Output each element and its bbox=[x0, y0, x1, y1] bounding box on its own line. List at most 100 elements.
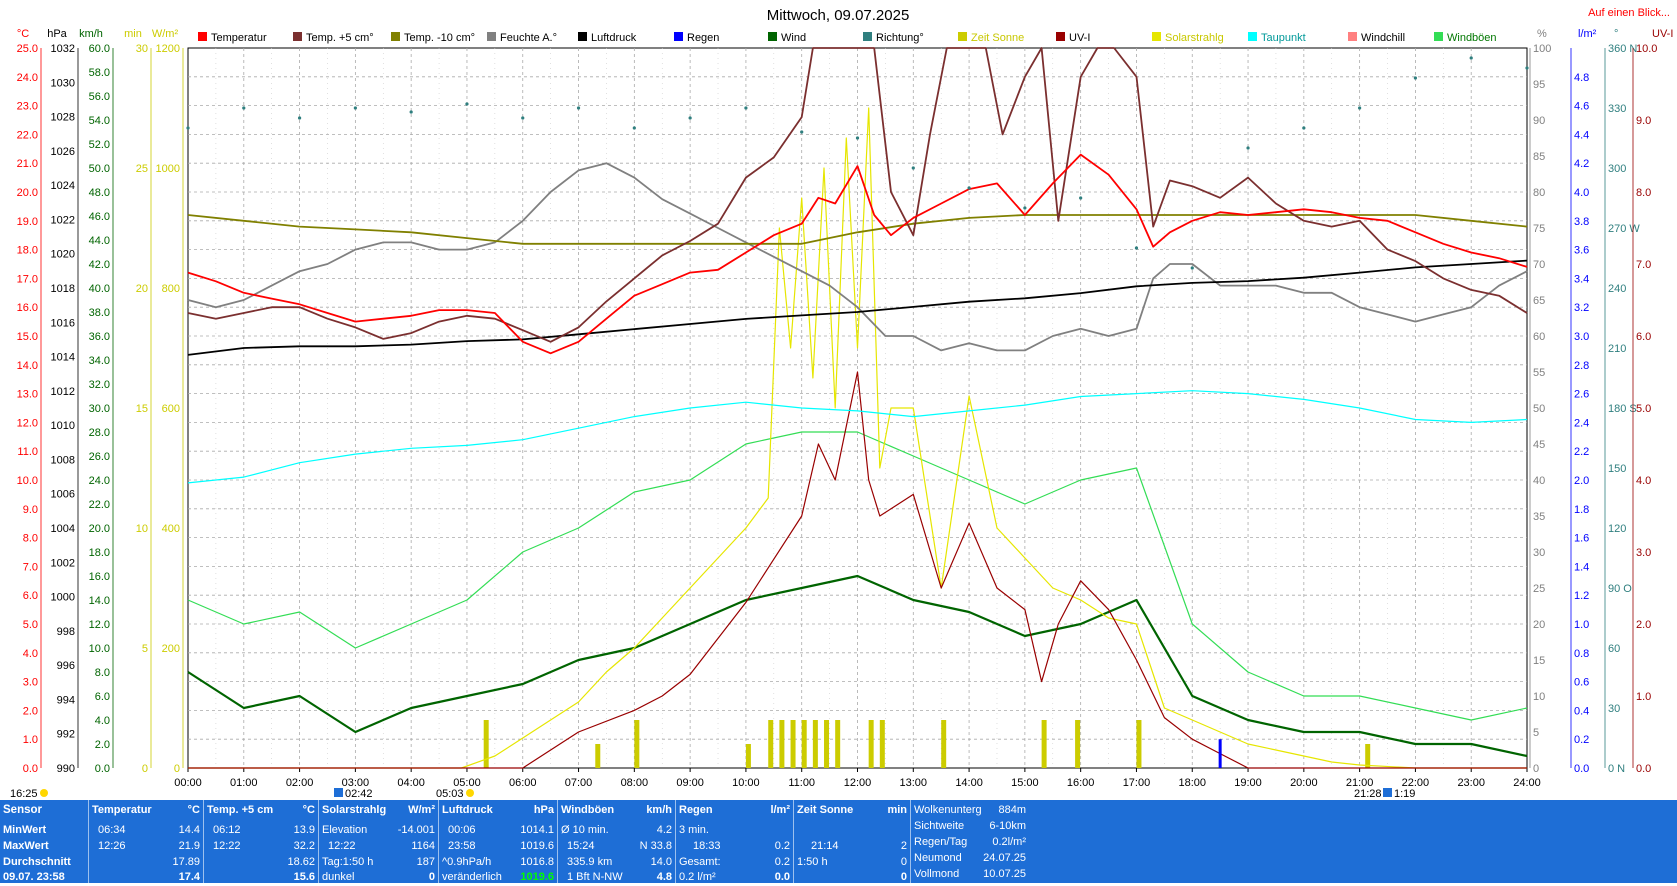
x-axis-tick-label: 09:00 bbox=[676, 777, 704, 789]
stats-pressure-r3-value: 1016.8 bbox=[520, 856, 554, 868]
left-axis-unit: hPa bbox=[47, 28, 67, 40]
left-axis-tick-label: 1020 bbox=[51, 249, 75, 261]
x-axis-tick-label: 02:00 bbox=[286, 777, 314, 789]
direction-point bbox=[911, 166, 915, 170]
left-axis-tick-label: 16.0 bbox=[17, 302, 38, 314]
x-axis-tick-label: 23:00 bbox=[1457, 777, 1485, 789]
right-axis-tick-label: 0.4 bbox=[1574, 705, 1589, 717]
x-axis-tick-label: 16:00 bbox=[1067, 777, 1095, 789]
legend-label: UV-I bbox=[1069, 32, 1090, 44]
left-axis-tick-label: 1.0 bbox=[23, 734, 38, 746]
left-axis-tick-label: 26.0 bbox=[89, 451, 110, 463]
right-axis-tick-label: 55 bbox=[1533, 367, 1545, 379]
legend-swatch bbox=[863, 32, 872, 41]
right-axis-tick-label: 90 O bbox=[1608, 583, 1632, 595]
left-axis-tick-label: 20 bbox=[136, 283, 148, 295]
right-axis-tick-label: 100 bbox=[1533, 43, 1551, 55]
x-axis-tick-label: 13:00 bbox=[900, 777, 928, 789]
x-axis-tick-label: 17:00 bbox=[1123, 777, 1151, 789]
left-axis-tick-label: 1018 bbox=[51, 283, 75, 295]
legend-label: Temperatur bbox=[211, 32, 267, 44]
direction-point bbox=[242, 106, 246, 110]
right-axis-tick-label: 2.4 bbox=[1574, 417, 1589, 429]
right-axis-tick-label: 120 bbox=[1608, 523, 1626, 535]
stats-solar-r2-value: 1164 bbox=[411, 840, 435, 852]
left-axis-tick-label: 19.0 bbox=[17, 216, 38, 228]
moonset-time: 16:25 bbox=[10, 788, 38, 800]
left-axis-tick-label: 40.0 bbox=[89, 283, 110, 295]
left-axis-tick-label: 50.0 bbox=[89, 163, 110, 175]
right-axis-unit: % bbox=[1537, 28, 1547, 40]
x-axis-tick-label: 03:00 bbox=[342, 777, 370, 789]
direction-point bbox=[521, 116, 525, 120]
legend-swatch bbox=[198, 32, 207, 41]
right-axis-tick-label: 8.0 bbox=[1636, 187, 1651, 199]
right-axis-tick-label: 3.0 bbox=[1574, 331, 1589, 343]
x-axis-tick-label: 14:00 bbox=[955, 777, 983, 789]
right-axis-tick-label: 4.8 bbox=[1574, 72, 1589, 84]
left-axis-tick-label: 1000 bbox=[51, 592, 75, 604]
left-axis-tick-label: 54.0 bbox=[89, 115, 110, 127]
sun-time-bar bbox=[634, 720, 640, 768]
stats-sensor-header: Sensor bbox=[3, 804, 42, 816]
left-axis-tick-label: 996 bbox=[57, 660, 75, 672]
left-axis-tick-label: 2.0 bbox=[23, 705, 38, 717]
legend-swatch bbox=[1434, 32, 1443, 41]
stats-sun-unit: min bbox=[887, 804, 907, 816]
stats-pressure-r4-label: veränderlich bbox=[442, 871, 502, 883]
stats-current-date: 09.07. 23:58 bbox=[3, 871, 65, 883]
right-axes: %100959085807570656055504540353025201510… bbox=[1529, 28, 1673, 775]
stats-sun-r2-label: 21:14 bbox=[811, 840, 839, 852]
direction-point bbox=[1246, 146, 1250, 150]
quick-link[interactable]: Auf einen Blick... bbox=[1588, 7, 1670, 19]
right-axis-tick-label: 95 bbox=[1533, 79, 1545, 91]
left-axis-tick-label: 998 bbox=[57, 626, 75, 638]
stats-rain-r3-value: 0.2 bbox=[774, 856, 790, 868]
stats-gusts-r3-value: 14.0 bbox=[650, 856, 672, 868]
legend-label: Windböen bbox=[1447, 32, 1497, 44]
stats-col-sensor: Sensor MinWert MaxWert Durchschnitt 09.0… bbox=[0, 800, 89, 883]
stats-temp5-max: 32.2 bbox=[293, 840, 315, 852]
x-axis-tick-label: 24:00 bbox=[1513, 777, 1541, 789]
left-axis-unit: km/h bbox=[79, 28, 103, 40]
legend-label: Luftdruck bbox=[591, 32, 637, 44]
right-axis-tick-label: 0.0 bbox=[1574, 763, 1589, 775]
stats-misc-r1-value: 884m bbox=[998, 804, 1026, 816]
right-axis-tick-label: 90 bbox=[1533, 115, 1545, 127]
sunrise-time: 05:03 bbox=[436, 788, 464, 800]
left-axis-tick-label: 4.0 bbox=[95, 715, 110, 727]
stats-sun-r4-value: 0 bbox=[900, 871, 907, 883]
legend-swatch bbox=[293, 32, 302, 41]
right-axis-tick-label: 1.4 bbox=[1574, 561, 1589, 573]
sunset-time: 21:28 bbox=[1354, 788, 1382, 800]
stats-temp5-max-time: 12:22 bbox=[213, 840, 241, 852]
sun-time-bar bbox=[835, 720, 841, 768]
left-axis-tick-label: 1006 bbox=[51, 489, 75, 501]
legend-label: Zeit Sonne bbox=[971, 32, 1024, 44]
right-axis-tick-label: 80 bbox=[1533, 187, 1545, 199]
right-axis-tick-label: 6.0 bbox=[1636, 331, 1651, 343]
legend-label: Wind bbox=[781, 32, 806, 44]
x-axis-tick-label: 18:00 bbox=[1178, 777, 1206, 789]
stats-pressure-unit: hPa bbox=[533, 804, 554, 816]
left-axis-tick-label: 30 bbox=[136, 43, 148, 55]
series-uv-i bbox=[188, 371, 1527, 769]
legend-swatch bbox=[1152, 32, 1161, 41]
legend-swatch bbox=[1348, 32, 1357, 41]
stats-col-solar: Solarstrahlg W/m² Elevation -14.001 12:22 1… bbox=[319, 800, 439, 883]
direction-point bbox=[1413, 76, 1418, 80]
plot-area bbox=[186, 47, 1529, 769]
right-axis-tick-label: 3.4 bbox=[1574, 273, 1589, 285]
stats-temp5-header: Temp. +5 cm bbox=[207, 804, 274, 816]
stats-solar-r4-label: dunkel bbox=[322, 871, 355, 883]
left-axis-tick-label: 32.0 bbox=[89, 379, 110, 391]
stats-gusts-r2-label: 15:24 bbox=[567, 840, 595, 852]
x-axis-tick-label: 11:00 bbox=[788, 777, 815, 789]
right-axis-tick-label: 3.0 bbox=[1636, 547, 1651, 559]
x-axis-tick-label: 04:00 bbox=[397, 777, 425, 789]
right-axis-tick-label: 150 bbox=[1608, 463, 1626, 475]
right-axis-tick-label: 0 bbox=[1533, 763, 1539, 775]
right-axis-tick-label: 2.0 bbox=[1636, 619, 1651, 631]
left-axis-tick-label: 1032 bbox=[51, 43, 75, 55]
stats-pressure-r4-value: 1019.6 bbox=[520, 871, 554, 883]
